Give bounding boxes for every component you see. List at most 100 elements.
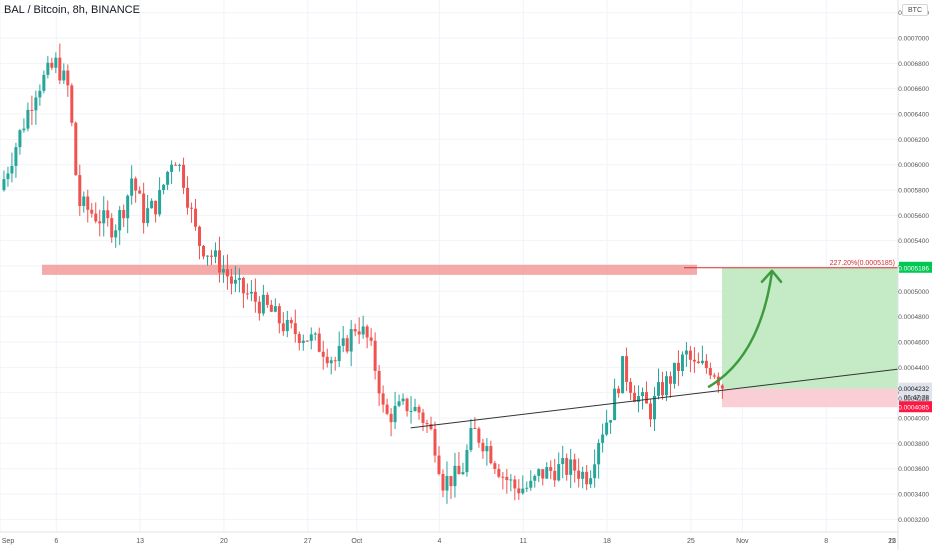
candle-body (265, 294, 269, 305)
candle-body (329, 360, 333, 364)
time-tick: 18 (603, 538, 611, 545)
candle-body (305, 340, 309, 342)
time-tick: 8 (824, 538, 828, 545)
time-tick: Nov (736, 538, 749, 545)
candle-body (361, 326, 365, 335)
candle-body (309, 334, 313, 341)
price-tick: 0.0006400 (898, 112, 929, 119)
candle-body (6, 173, 10, 180)
candle-body (233, 279, 237, 284)
price-tick: 0.0004400 (898, 365, 929, 372)
candle-body (533, 475, 537, 481)
candle-body (22, 128, 26, 131)
candle-body (58, 57, 62, 81)
candle-body (593, 464, 597, 479)
candle-body (569, 459, 573, 475)
candle-body (529, 480, 533, 488)
candle-body (130, 178, 134, 196)
candle-body (425, 422, 429, 425)
time-tick: 13 (136, 538, 144, 545)
candle-body (18, 130, 22, 148)
candle-body (38, 90, 42, 98)
candle-body (493, 463, 497, 469)
candle-body (122, 210, 126, 219)
candle-body (261, 294, 265, 314)
candle-body (453, 465, 457, 487)
candle-body (541, 469, 545, 479)
candle-body (86, 196, 90, 210)
candle-body (301, 340, 305, 344)
candle-body (269, 304, 273, 312)
candle-body (557, 464, 561, 481)
candle-body (445, 476, 449, 491)
price-tick: 0.0005000 (898, 289, 929, 296)
candle-body (700, 360, 704, 364)
price-tick: 0.0004600 (898, 340, 929, 347)
candle-body (277, 306, 281, 324)
candle-body (680, 354, 684, 371)
candle-body (633, 392, 637, 402)
candle-body (429, 424, 433, 430)
candle-body (381, 393, 385, 405)
candle-body (660, 382, 664, 396)
candle-body (213, 250, 217, 257)
candle-body (349, 329, 353, 352)
time-tick: 20 (220, 538, 228, 545)
candle-body (625, 356, 629, 382)
candle-body (154, 200, 158, 215)
candle-body (166, 171, 170, 185)
price-tick: 0.0006000 (898, 162, 929, 169)
candle-body (321, 351, 325, 357)
candle-body (54, 57, 58, 68)
candle-body (409, 410, 413, 412)
candle-body (26, 109, 30, 129)
candle-body (688, 350, 692, 360)
candle-body (561, 458, 565, 465)
trendline (410, 368, 899, 429)
candle-body (668, 376, 672, 384)
candle-body (293, 323, 297, 335)
target-zone (722, 267, 898, 389)
candle-body (397, 401, 401, 406)
candle-body (82, 196, 86, 207)
candle-body (692, 359, 696, 362)
candle-body (14, 147, 18, 166)
time-tick: 11 (520, 538, 527, 545)
stop-zone (722, 388, 898, 408)
candle-body (433, 429, 437, 456)
candle-body (393, 405, 397, 423)
chart-title: BAL / Bitcoin, 8h, BINANCE (4, 4, 140, 16)
candle-body (589, 478, 593, 485)
candle-body (182, 164, 186, 188)
price-tick: 0.0003200 (898, 517, 929, 524)
candle-body (461, 472, 465, 475)
candle-body (545, 467, 549, 479)
candle-body (653, 395, 657, 420)
candle-body (672, 362, 676, 384)
candle-body (325, 356, 329, 364)
candle-body (34, 97, 38, 111)
time-tick: 25 (687, 538, 695, 545)
candle-body (190, 207, 194, 209)
candle-body (676, 362, 680, 371)
candle-body (417, 406, 421, 413)
target-label: 227.20%(0.0005185) (830, 260, 895, 267)
candle-body (50, 62, 54, 68)
candle-body (90, 209, 94, 214)
currency-label[interactable]: BTC (902, 4, 928, 16)
candle-body (712, 375, 716, 377)
price-tick: 0.0006800 (898, 61, 929, 68)
candle-body (237, 278, 241, 280)
candle-body (684, 350, 688, 355)
candle-body (477, 428, 481, 443)
candle-body (209, 255, 213, 257)
candle-body (217, 250, 221, 273)
candle-body (198, 226, 202, 246)
candle-body (465, 450, 469, 473)
candle-body (565, 458, 569, 475)
candle-body (501, 476, 505, 478)
candle-body (194, 208, 198, 227)
candle-body (720, 385, 724, 389)
candle-body (656, 382, 660, 396)
